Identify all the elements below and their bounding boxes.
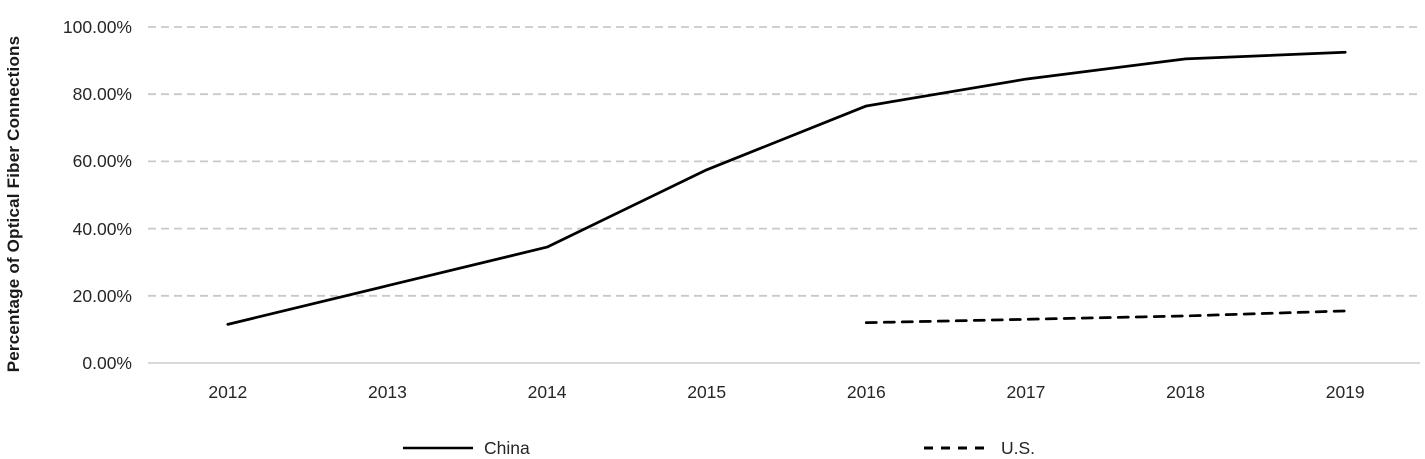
- x-tick-label: 2014: [527, 382, 567, 402]
- y-tick-label: 0.00%: [82, 353, 132, 373]
- x-tick-label: 2017: [1006, 382, 1046, 402]
- x-tick-label: 2015: [687, 382, 727, 402]
- y-tick-label: 40.00%: [72, 218, 132, 239]
- china-line-swatch-icon: [403, 446, 473, 450]
- y-tick-label: 20.00%: [72, 285, 132, 306]
- legend-label-china: China: [484, 437, 530, 458]
- x-tick-label: 2012: [208, 382, 248, 402]
- x-tick-label: 2018: [1166, 382, 1206, 402]
- y-tick-label: 80.00%: [72, 84, 132, 105]
- us-line-swatch-icon: [924, 446, 990, 450]
- china-series-line: [226, 50, 1347, 326]
- legend-item-china: China: [402, 436, 530, 459]
- x-tick-label: 2019: [1325, 382, 1365, 402]
- y-tick-label: 100.00%: [62, 17, 132, 37]
- us-series-line: [864, 309, 1347, 325]
- y-tick-label: 60.00%: [72, 151, 132, 172]
- legend-label-us: U.S.: [1001, 437, 1036, 458]
- legend-item-us: U.S.: [923, 436, 1035, 459]
- x-tick-label: 2016: [846, 382, 886, 402]
- x-tick-label: 2013: [367, 382, 407, 402]
